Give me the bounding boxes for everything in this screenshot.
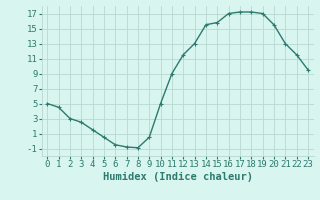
- X-axis label: Humidex (Indice chaleur): Humidex (Indice chaleur): [103, 172, 252, 182]
